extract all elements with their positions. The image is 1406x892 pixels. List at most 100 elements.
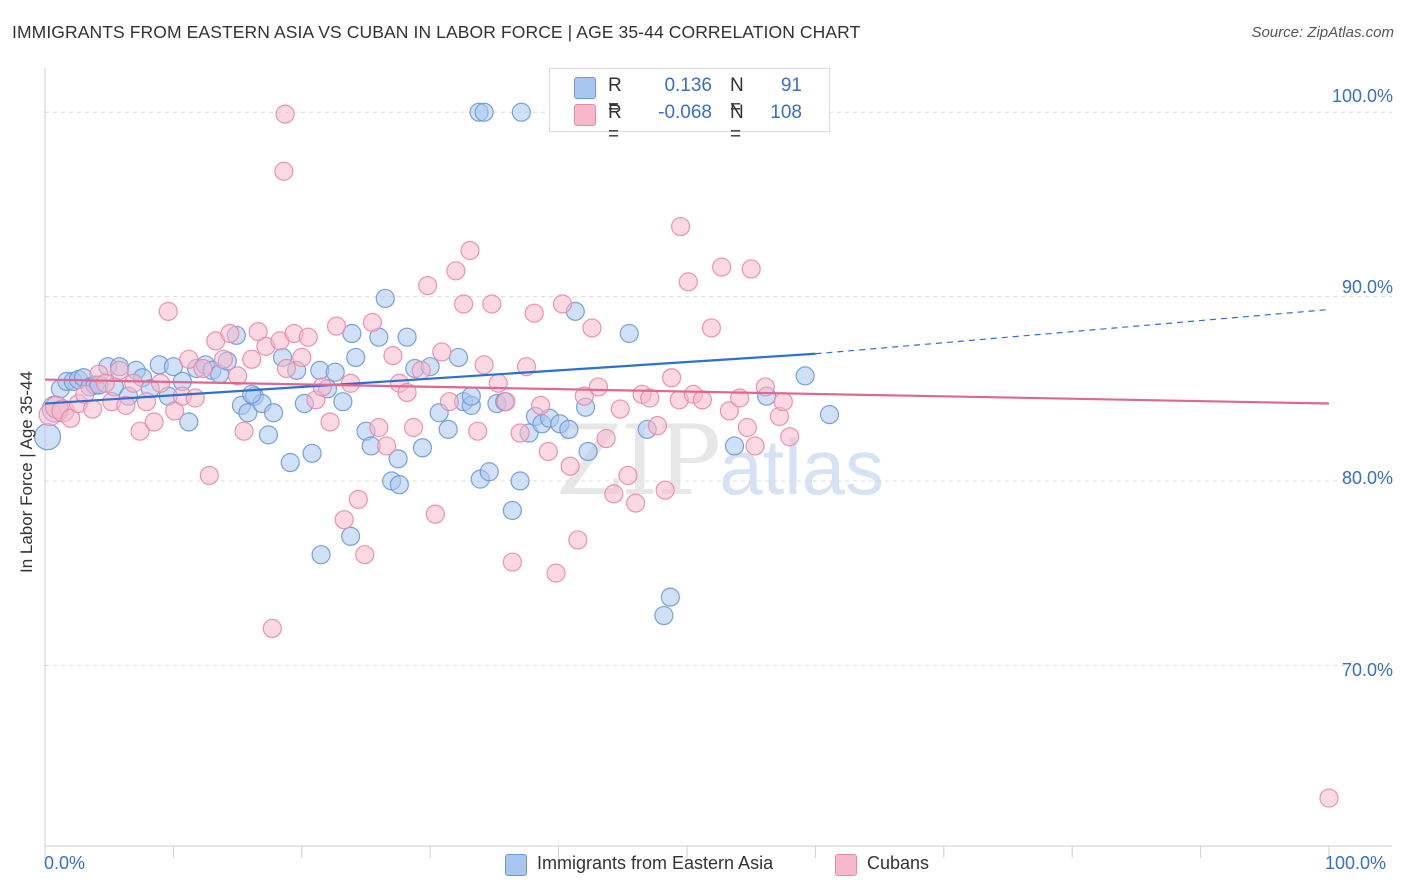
cubans-point-15 [144,412,164,432]
trendline-eastern-asia [44,352,816,405]
cubans-point-55 [425,504,445,524]
cubans-point-90 [274,161,294,181]
cubans-point-57 [439,392,460,412]
n-value: 91 [780,75,802,96]
cubans-point-63 [482,294,502,314]
cubans-point-86 [647,416,668,436]
cubans-point-92 [670,216,691,237]
legend-label: Cubans [867,853,930,873]
cubans-point-75 [568,530,588,550]
cubans-point-71 [538,441,558,462]
cubans-point-85 [640,388,660,408]
legend-swatch-blue [574,77,596,99]
cubans-point-66 [502,552,522,572]
cubans-point-52 [403,417,424,438]
cubans-point-82 [618,465,638,486]
cubans-point-105 [1319,788,1339,808]
cubans-point-6 [82,399,103,419]
eastern-asia-point-38 [302,443,322,463]
cubans-point-23 [199,465,219,486]
trendline-eastern-asia-projection [815,308,1330,355]
cubans-point-25 [213,349,234,369]
y-tick-label-90: 90.0% [1341,277,1393,297]
eastern-asia-point-41 [325,362,345,382]
cubans-point-70 [531,395,551,415]
cubans-point-58 [446,261,466,281]
cubans-point-34 [276,358,296,379]
cubans-point-60 [460,240,480,261]
eastern-asia-point-80 [654,605,674,626]
n-value: 108 [770,102,802,123]
eastern-asia-point-79 [660,587,680,607]
cubans-point-64 [488,373,508,393]
y-tick-label-100: 100.0% [1331,86,1393,106]
cubans-point-95 [692,390,713,410]
cubans-point-48 [376,436,397,456]
cubans-point-80 [604,484,624,504]
cubans-point-28 [234,421,254,441]
cubans-point-56 [432,342,452,362]
eastern-asia-point-53 [412,438,433,458]
cubans-point-106 [741,259,761,279]
eastern-asia-point-21 [179,412,199,432]
eastern-asia-point-77 [619,323,639,344]
eastern-asia-point-61 [479,462,499,482]
cubans-point-73 [552,294,573,314]
cubans-point-51 [397,382,417,403]
cubans-point-101 [745,436,765,456]
eastern-asia-point-73 [578,441,598,462]
eastern-asia-point-0 [33,423,62,451]
cubans-point-88 [661,368,682,388]
eastern-asia-point-85 [340,526,361,546]
eastern-asia-point-89 [388,449,408,469]
n-label: N = [730,102,744,145]
cubans-point-29 [242,349,262,369]
r-value: 0.136 [664,75,712,96]
cubans-point-47 [369,417,389,438]
eastern-asia-point-51 [397,327,417,347]
cubans-point-44 [348,489,368,510]
cubans-point-76 [574,386,594,406]
cubans-point-41 [326,316,347,336]
eastern-asia-point-19 [163,357,183,377]
cubans-point-36 [292,347,312,368]
chart-title: IMMIGRANTS FROM EASTERN ASIA VS CUBAN IN… [12,22,861,42]
eastern-asia-point-76 [511,102,531,122]
y-tick-label-70: 70.0% [1341,660,1393,680]
cubans-point-10 [109,360,130,380]
cubans-point-98 [719,401,739,421]
cubans-point-20 [179,349,199,369]
series-legend: Immigrants from Eastern Asia Cubans [0,852,1406,878]
eastern-asia-point-35 [280,452,300,473]
watermark-atlas: atlas [719,423,884,511]
trendline-cubans [44,378,1330,405]
cubans-point-45 [355,545,375,565]
legend-swatch-blue [505,854,527,876]
cubans-point-49 [383,346,403,366]
eastern-asia-point-32 [258,425,279,445]
cubans-point-93 [678,272,698,292]
eastern-asia-point-65 [510,471,530,491]
cubans-point-96 [701,318,721,338]
cubans-point-18 [165,401,185,421]
eastern-asia-point-56 [438,419,458,439]
cubans-point-65 [496,392,516,412]
cubans-point-30 [248,322,268,342]
eastern-asia-point-90 [242,384,262,404]
cubans-point-104 [780,427,800,447]
cubans-point-74 [560,456,580,476]
cubans-point-53 [411,360,431,380]
cubans-point-3 [61,408,81,428]
cubans-point-21 [185,388,205,408]
cubans-point-46 [362,312,383,333]
cubans-point-72 [546,563,566,583]
r-label: R = [608,75,622,118]
eastern-asia-point-43 [342,323,362,344]
cubans-point-77 [582,318,602,338]
eastern-asia-point-75 [474,102,494,122]
cubans-point-87 [655,480,675,500]
stats-legend: R = 0.136 N = 91 R = -0.068 N = 108 [549,68,830,145]
cubans-point-67 [510,423,530,443]
x-tick-label-max: 100.0% [1325,853,1387,873]
n-label: N = [730,75,744,118]
